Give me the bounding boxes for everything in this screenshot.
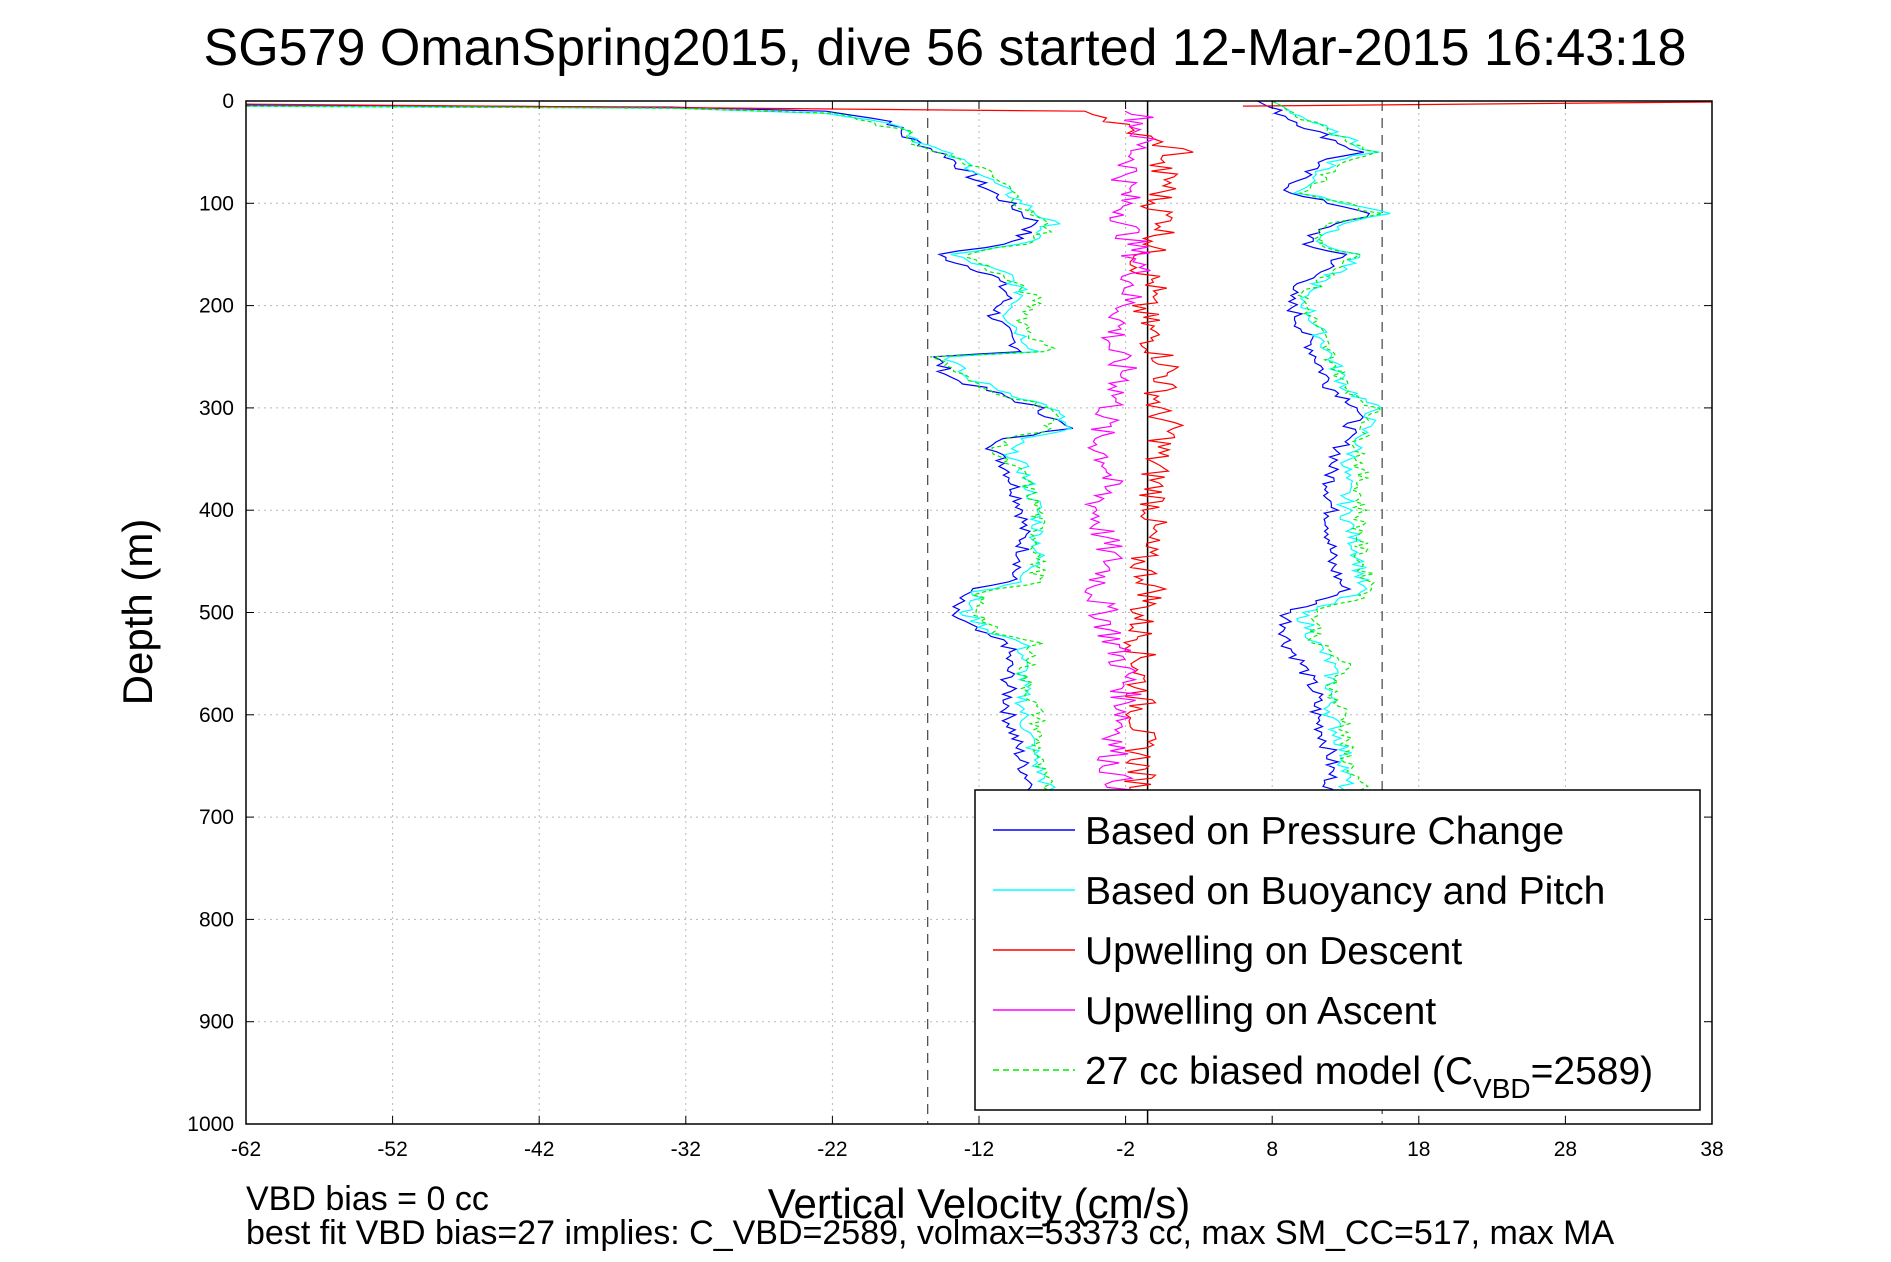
y-tick-label: 400 [199, 499, 234, 522]
y-tick-label: 600 [199, 704, 234, 727]
legend-box [974, 789, 1701, 1111]
series-line-0-descent [245, 104, 1074, 798]
x-tick-label: -62 [231, 1138, 261, 1161]
y-tick-label: 0 [222, 90, 234, 113]
y-tick-label: 800 [199, 908, 234, 931]
legend-label-text: Upwelling on Ascent [1085, 990, 1436, 1033]
legend-label-text: Based on Pressure Change [1085, 810, 1564, 853]
y-tick-label: 500 [199, 602, 234, 625]
series-line-2-ascent [1242, 101, 1713, 107]
series-line-2-descent [245, 103, 1194, 798]
x-axis-label: Vertical Velocity (cm/s) [768, 1180, 1190, 1227]
legend-label-4: 27 cc biased model (CVBD=2589) [1085, 1050, 1653, 1104]
x-tick-label: -52 [377, 1138, 407, 1161]
series-line-4-ascent [1271, 100, 1383, 808]
y-tick-label: 900 [199, 1011, 234, 1034]
vbd-bias-annotation: VBD bias = 0 cc [246, 1180, 489, 1218]
y-tick-label: 1000 [187, 1113, 234, 1136]
legend-label-suffix: =2589) [1531, 1050, 1654, 1093]
legend-label-1: Based on Buoyancy and Pitch [1085, 870, 1605, 913]
legend-label-0: Based on Pressure Change [1085, 810, 1564, 853]
legend-label-3: Upwelling on Ascent [1085, 990, 1436, 1033]
series-line-3-ascent [1083, 110, 1157, 797]
x-tick-label: -12 [964, 1138, 994, 1161]
y-tick-label: 300 [199, 397, 234, 420]
legend-label-subscript: VBD [1473, 1073, 1531, 1104]
x-axis-ticks: -62 -52 -42 -32 -22 -12 -2 8 18 28 38 [231, 101, 1724, 1161]
x-tick-label: -32 [671, 1138, 701, 1161]
legend-label-2: Upwelling on Descent [1085, 930, 1462, 973]
x-tick-label: 18 [1407, 1138, 1430, 1161]
series-line-1-ascent [1271, 100, 1391, 808]
series-group [245, 100, 1713, 808]
legend-label-text: Based on Buoyancy and Pitch [1085, 870, 1605, 913]
series-line-4-descent [245, 105, 1060, 798]
y-tick-label: 700 [199, 806, 234, 829]
x-tick-label: 38 [1700, 1138, 1723, 1161]
legend-label-text: Upwelling on Descent [1085, 930, 1462, 973]
legend: Based on Pressure Change Based on Buoyanc… [974, 789, 1701, 1111]
x-tick-label: 8 [1266, 1138, 1278, 1161]
y-tick-label: 200 [199, 295, 234, 318]
x-tick-label: -2 [1116, 1138, 1135, 1161]
series-line-0-ascent [1257, 100, 1371, 808]
y-tick-label: 100 [199, 192, 234, 215]
chart-title: SG579 OmanSpring2015, dive 56 started 12… [204, 19, 1687, 77]
series-line-1-descent [245, 105, 1073, 798]
y-axis-label: Depth (m) [114, 519, 161, 706]
x-tick-label: -42 [524, 1138, 554, 1161]
x-tick-label: 28 [1554, 1138, 1577, 1161]
x-tick-label: -22 [817, 1138, 847, 1161]
legend-label-text: 27 cc biased model (C [1085, 1050, 1473, 1093]
best-fit-annotation: best fit VBD bias=27 implies: C_VBD=2589… [246, 1214, 1615, 1252]
y-axis-ticks: 0 100 200 300 400 500 600 700 800 900 1000 [187, 90, 1712, 1136]
